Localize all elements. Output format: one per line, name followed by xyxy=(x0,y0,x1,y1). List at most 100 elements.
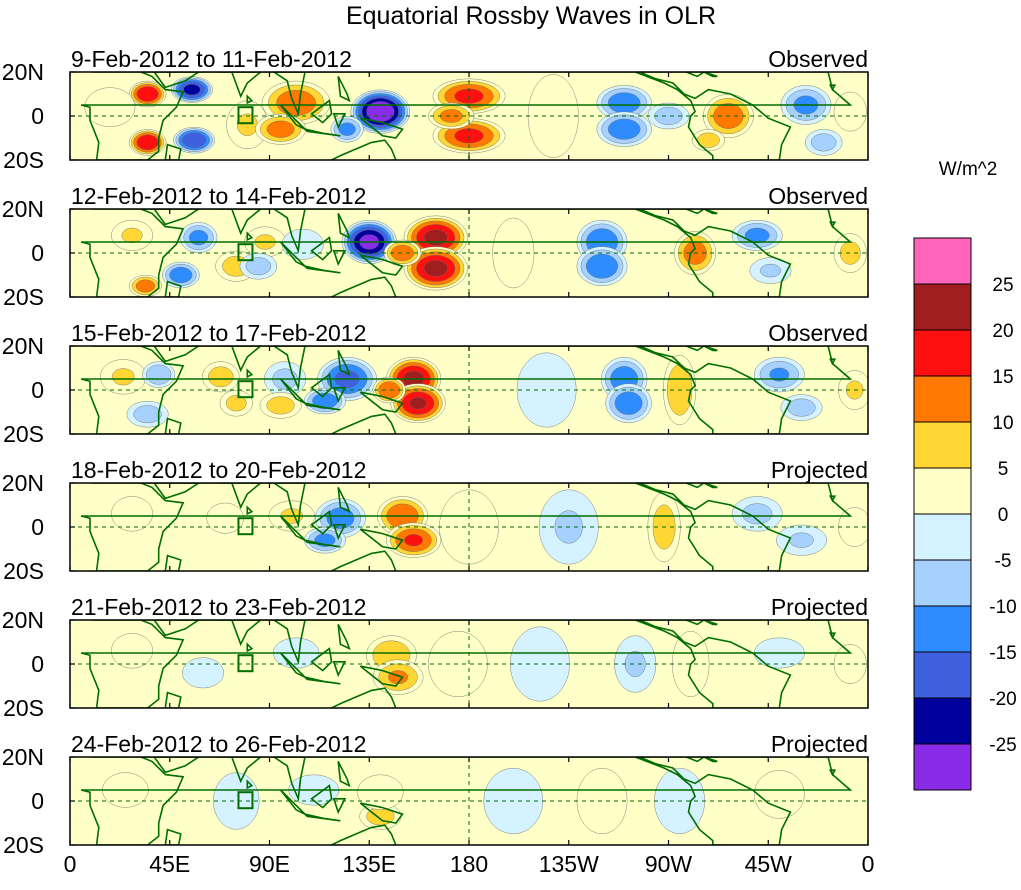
anomaly-blob xyxy=(804,129,843,156)
coastline xyxy=(310,99,333,124)
anomaly-contour xyxy=(84,87,136,127)
panel: 20N 0 20S 15-Feb-2012 to 17-Feb-2012 Observe… xyxy=(2,320,869,447)
coastline xyxy=(703,72,718,78)
coastline xyxy=(153,346,201,363)
coastline xyxy=(164,417,182,434)
anomaly-contour xyxy=(133,405,162,424)
coastline xyxy=(153,72,201,89)
y-tick-label: 20N xyxy=(2,196,44,222)
anomaly-blob xyxy=(202,361,240,393)
region-box xyxy=(237,791,254,810)
coastline xyxy=(246,94,254,105)
coastline xyxy=(359,391,404,413)
anomaly-contour xyxy=(135,279,155,293)
anomaly-blob xyxy=(111,633,153,669)
y-tick-label: 20S xyxy=(3,284,44,310)
coastline xyxy=(635,72,792,160)
coastline xyxy=(337,213,351,240)
coastline xyxy=(302,264,341,274)
y-tick-label: 20N xyxy=(2,59,44,85)
coastline xyxy=(164,143,182,160)
anomaly-contour xyxy=(111,633,153,669)
colorbar-swatch xyxy=(913,743,972,791)
anomaly-contour xyxy=(391,244,414,262)
coastline xyxy=(80,483,853,571)
coastline xyxy=(164,691,182,708)
anomaly-contour xyxy=(789,532,814,548)
coastline xyxy=(218,346,262,373)
anomaly-blob xyxy=(84,87,136,127)
anomaly-contour xyxy=(266,396,295,415)
colorbar-swatch xyxy=(913,513,972,561)
panel-status-label: Projected xyxy=(771,731,868,757)
coastline xyxy=(332,250,347,267)
anomaly-contour xyxy=(409,397,427,410)
anomaly-contour xyxy=(111,496,153,532)
x-tick-label: 90E xyxy=(249,851,290,877)
coastline xyxy=(359,117,404,139)
coastline xyxy=(246,231,254,242)
x-tick-label: 180 xyxy=(450,851,488,877)
anomaly-blob xyxy=(182,657,224,689)
coastline xyxy=(337,76,351,103)
anomaly-contour xyxy=(208,366,234,388)
anomaly-blob xyxy=(749,257,792,284)
colorbar-swatch xyxy=(913,329,972,377)
anomaly-contour xyxy=(225,395,247,412)
coastline xyxy=(329,687,397,708)
panels-group: 20N 0 20S 9-Feb-2012 to 11-Feb-2012 Observed… xyxy=(2,46,869,858)
colorbar-swatch xyxy=(913,283,972,331)
coastline xyxy=(272,72,306,117)
anomaly-contour xyxy=(136,134,159,151)
coastline xyxy=(272,483,306,528)
coastline xyxy=(829,358,837,366)
anomaly-blob xyxy=(100,359,147,395)
anomaly-blob xyxy=(255,113,306,145)
anomaly-blob xyxy=(833,91,867,132)
coastline xyxy=(684,72,706,78)
coastline xyxy=(246,642,254,653)
panel: 20N 0 20S 21-Feb-2012 to 23-Feb-2012 Project… xyxy=(2,594,869,721)
anomaly-blob xyxy=(259,392,302,419)
coastline xyxy=(332,113,347,130)
coastline xyxy=(218,483,262,510)
coastline xyxy=(332,386,347,404)
anomaly-blob xyxy=(142,361,176,388)
x-axis: 0 45E 90E 135E 180 135W 90W 45W 0 xyxy=(64,851,875,877)
panel-date-label: 12-Feb-2012 to 14-Feb-2012 xyxy=(71,183,366,209)
colorbar-tick-label: 20 xyxy=(992,321,1013,342)
coastline xyxy=(218,757,262,784)
colorbar-swatch xyxy=(913,467,972,515)
anomaly-blob xyxy=(731,496,783,532)
coastline xyxy=(703,757,718,763)
colorbar-tick-label: 25 xyxy=(992,275,1013,296)
anomaly-contour xyxy=(183,84,201,96)
colorbar-tick-label: -10 xyxy=(989,597,1016,618)
coastline xyxy=(80,346,853,434)
anomaly-blob xyxy=(403,246,468,291)
coastline xyxy=(302,401,341,411)
coastline xyxy=(332,523,347,541)
y-tick-label: 0 xyxy=(31,651,44,677)
y-tick-label: 0 xyxy=(31,103,44,129)
coastline xyxy=(332,660,347,678)
coastline xyxy=(153,483,201,500)
x-tick-label: 45W xyxy=(745,851,793,877)
anomaly-contour xyxy=(586,253,618,279)
anomaly-contour xyxy=(121,227,143,243)
anomaly-contour xyxy=(833,91,867,132)
colorbar-swatch xyxy=(913,697,972,745)
anomaly-contour xyxy=(769,367,790,382)
anomaly-contour xyxy=(182,657,224,689)
coastline xyxy=(218,72,262,99)
y-tick-label: 0 xyxy=(31,377,44,403)
x-tick-label: 0 xyxy=(64,851,77,877)
coastline xyxy=(153,620,201,637)
coastline xyxy=(684,620,706,626)
colorbar-tick-label: -15 xyxy=(989,643,1016,664)
x-tick-label: 135E xyxy=(342,851,396,877)
coastline xyxy=(329,824,397,845)
x-tick-label: 0 xyxy=(862,851,875,877)
coastline xyxy=(164,828,182,845)
region-box xyxy=(237,654,254,673)
